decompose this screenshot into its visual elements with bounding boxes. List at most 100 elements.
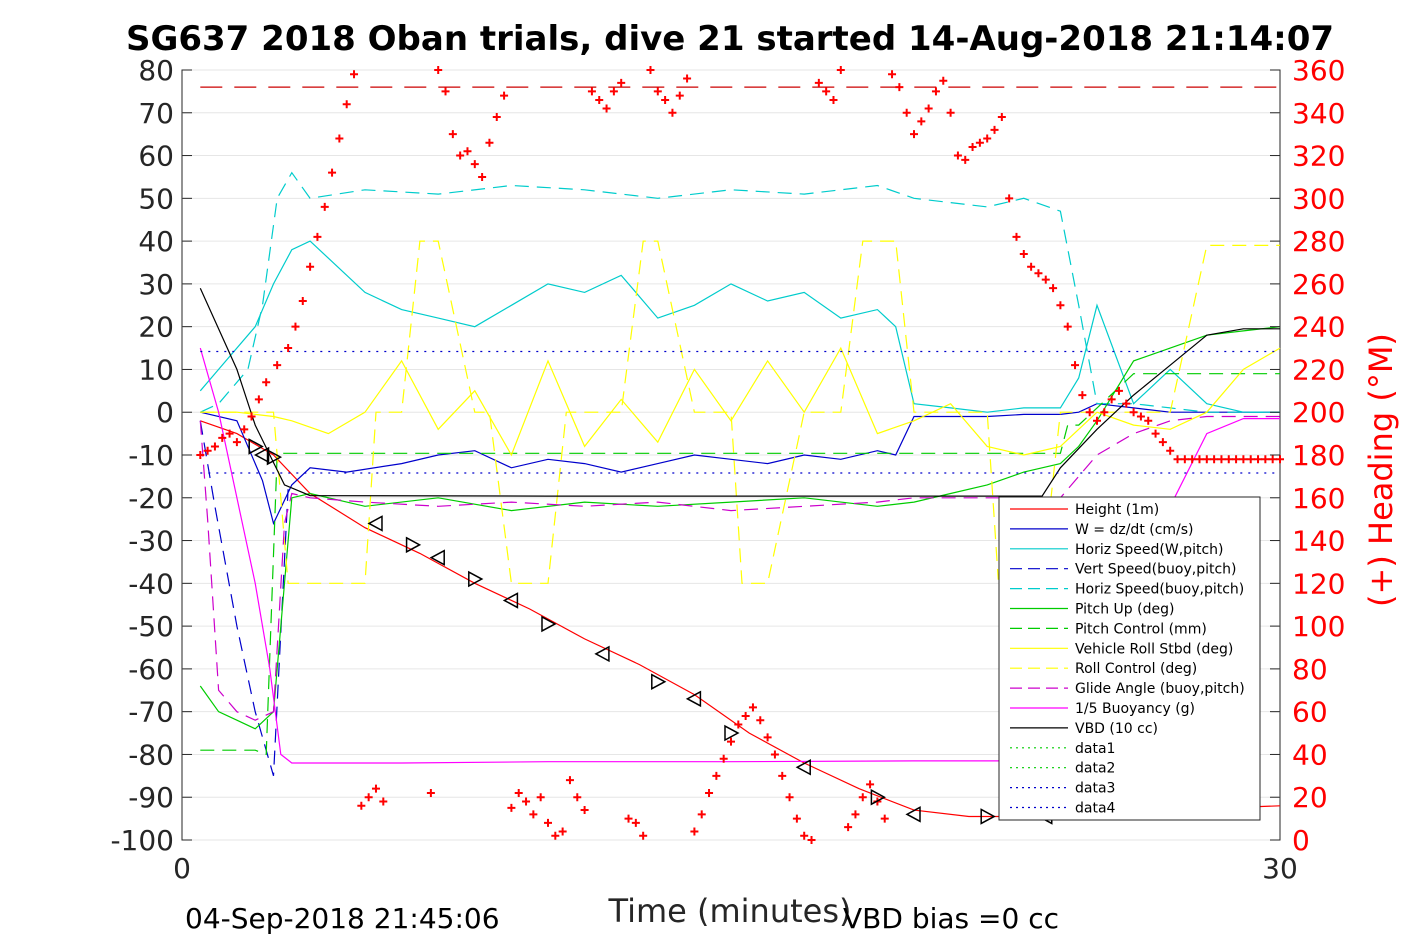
heading-marker xyxy=(1188,455,1197,464)
heading-marker xyxy=(844,823,853,832)
heading-marker xyxy=(500,91,509,100)
heading-marker xyxy=(727,737,735,746)
y2-tick-label: 60 xyxy=(1292,696,1328,729)
triangle-marker xyxy=(541,615,557,633)
heading-marker xyxy=(434,66,443,74)
heading-marker xyxy=(514,788,523,797)
heading-marker xyxy=(558,827,567,836)
triangle-marker xyxy=(870,788,886,806)
heading-marker xyxy=(1180,455,1189,464)
heading-marker xyxy=(910,130,918,139)
heading-marker xyxy=(1085,408,1094,417)
triangle-marker xyxy=(685,690,702,708)
heading-marker xyxy=(273,361,282,370)
heading-marker xyxy=(668,108,677,117)
heading-marker xyxy=(902,108,911,117)
y-tick-label: -70 xyxy=(128,696,174,729)
heading-marker xyxy=(895,83,904,92)
y2-tick-label: 140 xyxy=(1292,525,1345,558)
legend-label: Pitch Control (mm) xyxy=(1075,621,1207,637)
heading-marker xyxy=(646,66,655,74)
heading-marker xyxy=(371,784,380,793)
heading-marker xyxy=(492,113,501,122)
x-axis-label: Time (minutes) xyxy=(608,892,852,930)
heading-marker xyxy=(1005,194,1014,203)
heading-marker xyxy=(298,297,307,305)
heading-marker xyxy=(379,797,388,806)
heading-marker xyxy=(1041,275,1050,284)
heading-marker xyxy=(968,143,977,151)
y2-tick-label: 240 xyxy=(1292,311,1345,344)
triangle-marker xyxy=(266,448,283,466)
y2-axis-label: (+) Heading (°M) xyxy=(1362,333,1400,607)
heading-marker xyxy=(851,810,860,819)
y2-tick-label: 260 xyxy=(1292,268,1345,301)
heading-marker xyxy=(946,108,955,117)
heading-marker xyxy=(1027,262,1036,271)
legend-label: Roll Control (deg) xyxy=(1075,661,1197,677)
heading-marker xyxy=(1232,455,1241,464)
heading-marker xyxy=(975,138,984,147)
heading-marker xyxy=(1049,284,1058,293)
heading-marker xyxy=(470,160,479,169)
triangle-marker xyxy=(367,515,383,532)
heading-marker xyxy=(463,147,472,156)
heading-marker xyxy=(683,74,692,83)
heading-marker xyxy=(1012,232,1021,241)
y2-tick-label: 40 xyxy=(1292,738,1328,771)
heading-marker xyxy=(1122,399,1131,408)
heading-marker xyxy=(866,780,875,789)
triangle-marker xyxy=(724,724,740,742)
heading-marker xyxy=(1173,455,1182,464)
heading-marker xyxy=(426,788,435,797)
heading-marker xyxy=(961,155,970,164)
heading-marker xyxy=(690,827,699,836)
heading-marker xyxy=(609,87,618,96)
y-tick-label: 70 xyxy=(138,97,174,130)
y-tick-label: -50 xyxy=(128,610,174,643)
heading-marker xyxy=(792,814,801,823)
legend-label: data4 xyxy=(1075,801,1116,817)
y-tick-label: -30 xyxy=(128,525,174,558)
heading-marker xyxy=(313,232,322,241)
heading-marker xyxy=(624,814,633,823)
heading-marker xyxy=(814,78,823,87)
legend-label: data1 xyxy=(1075,741,1115,757)
y2-tick-label: 280 xyxy=(1292,225,1345,258)
y-tick-label: -40 xyxy=(128,567,174,600)
heading-marker xyxy=(1166,446,1175,455)
triangle-marker xyxy=(253,446,270,464)
legend-label: Vehicle Roll Stbd (deg) xyxy=(1075,641,1233,657)
heading-marker xyxy=(1129,408,1138,417)
heading-marker xyxy=(232,438,241,447)
heading-marker xyxy=(1261,455,1270,464)
heading-marker xyxy=(306,262,315,271)
heading-marker xyxy=(342,100,351,109)
y-tick-label: 0 xyxy=(156,396,174,429)
heading-marker xyxy=(858,793,867,802)
heading-marker xyxy=(441,87,450,96)
heading-marker xyxy=(262,378,271,387)
heading-marker xyxy=(573,793,582,802)
legend-label: data2 xyxy=(1075,761,1115,777)
y2-tick-label: 220 xyxy=(1292,353,1345,386)
triangle-marker xyxy=(429,549,445,566)
y2-tick-label: 0 xyxy=(1292,824,1310,857)
heading-marker xyxy=(1158,438,1167,447)
x-tick-label: 30 xyxy=(1262,852,1298,885)
heading-marker xyxy=(350,70,359,79)
heading-marker xyxy=(1078,391,1087,400)
heading-marker xyxy=(529,810,538,819)
series-layer xyxy=(199,86,1281,818)
y2-tick-label: 300 xyxy=(1292,182,1345,215)
heading-marker xyxy=(639,831,648,840)
heading-marker xyxy=(1268,455,1277,464)
heading-marker xyxy=(565,776,574,785)
heading-marker xyxy=(997,113,1006,122)
heading-marker xyxy=(888,70,897,79)
y-tick-label: 30 xyxy=(138,268,174,301)
legend-label: W = dz/dt (cm/s) xyxy=(1075,522,1194,538)
right-axis: 3603403203002802602402202001801601401201… xyxy=(1270,54,1345,857)
heading-marker xyxy=(1210,455,1219,464)
